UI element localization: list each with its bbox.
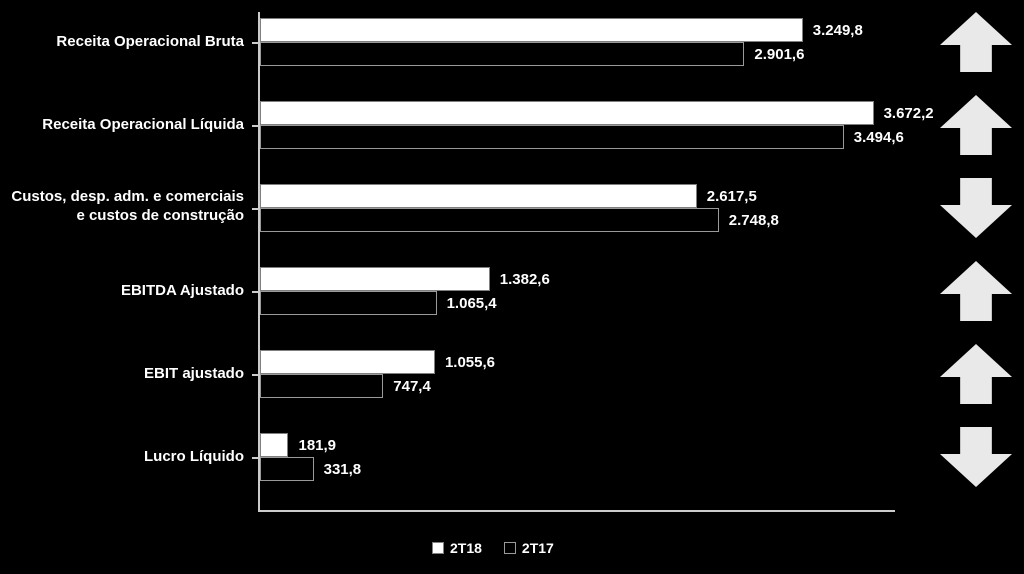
arrow-down-icon <box>940 427 1012 492</box>
legend-item: 2T17 <box>504 540 554 556</box>
category-label: EBITDA Ajustado <box>0 282 244 301</box>
category-label: Receita Operacional Líquida <box>0 116 244 135</box>
y-axis-tick <box>252 374 258 376</box>
bar-value-label: 1.382,6 <box>500 271 550 288</box>
legend-item: 2T18 <box>432 540 482 556</box>
bar-2T17 <box>260 457 314 481</box>
arrow-up-icon <box>940 261 1012 326</box>
bar-value-label: 1.055,6 <box>445 354 495 371</box>
category-label: Lucro Líquido <box>0 448 244 467</box>
bar-value-label: 3.672,2 <box>884 105 934 122</box>
y-axis-tick <box>252 457 258 459</box>
bar-value-label: 2.617,5 <box>707 188 757 205</box>
bar-value-label: 3.494,6 <box>854 129 904 146</box>
bar-value-label: 3.249,8 <box>813 22 863 39</box>
bar-value-label: 181,9 <box>298 437 336 454</box>
legend-swatch-icon <box>432 542 444 554</box>
arrow-down-icon <box>940 178 1012 243</box>
bar-value-label: 747,4 <box>393 378 431 395</box>
bar-2T17 <box>260 125 844 149</box>
bar-2T18 <box>260 101 874 125</box>
category-label: Receita Operacional Bruta <box>0 33 244 52</box>
bar-2T18 <box>260 350 435 374</box>
arrow-up-icon <box>940 344 1012 409</box>
y-axis-tick <box>252 125 258 127</box>
bar-value-label: 2.901,6 <box>754 46 804 63</box>
bar-value-label: 1.065,4 <box>447 295 497 312</box>
y-axis-tick <box>252 42 258 44</box>
arrow-up-icon <box>940 95 1012 160</box>
bar-2T18 <box>260 267 490 291</box>
arrow-up-icon <box>940 12 1012 77</box>
bar-value-label: 331,8 <box>324 461 362 478</box>
y-axis-tick <box>252 291 258 293</box>
legend: 2T18 2T17 <box>432 540 554 556</box>
bar-2T17 <box>260 208 719 232</box>
legend-label: 2T18 <box>450 540 482 556</box>
financial-comparison-chart: Receita Operacional Bruta 3.249,8 2.901,6 R… <box>0 0 1024 574</box>
legend-swatch-icon <box>504 542 516 554</box>
legend-label: 2T17 <box>522 540 554 556</box>
category-label: EBIT ajustado <box>0 365 244 384</box>
x-axis <box>258 510 895 512</box>
y-axis-tick <box>252 208 258 210</box>
bar-2T17 <box>260 374 383 398</box>
bar-value-label: 2.748,8 <box>729 212 779 229</box>
bar-2T18 <box>260 433 288 457</box>
bar-2T18 <box>260 184 697 208</box>
category-label: Custos, desp. adm. e comerciais e custos… <box>0 188 244 226</box>
bar-2T17 <box>260 291 437 315</box>
bar-2T17 <box>260 42 744 66</box>
bar-2T18 <box>260 18 803 42</box>
